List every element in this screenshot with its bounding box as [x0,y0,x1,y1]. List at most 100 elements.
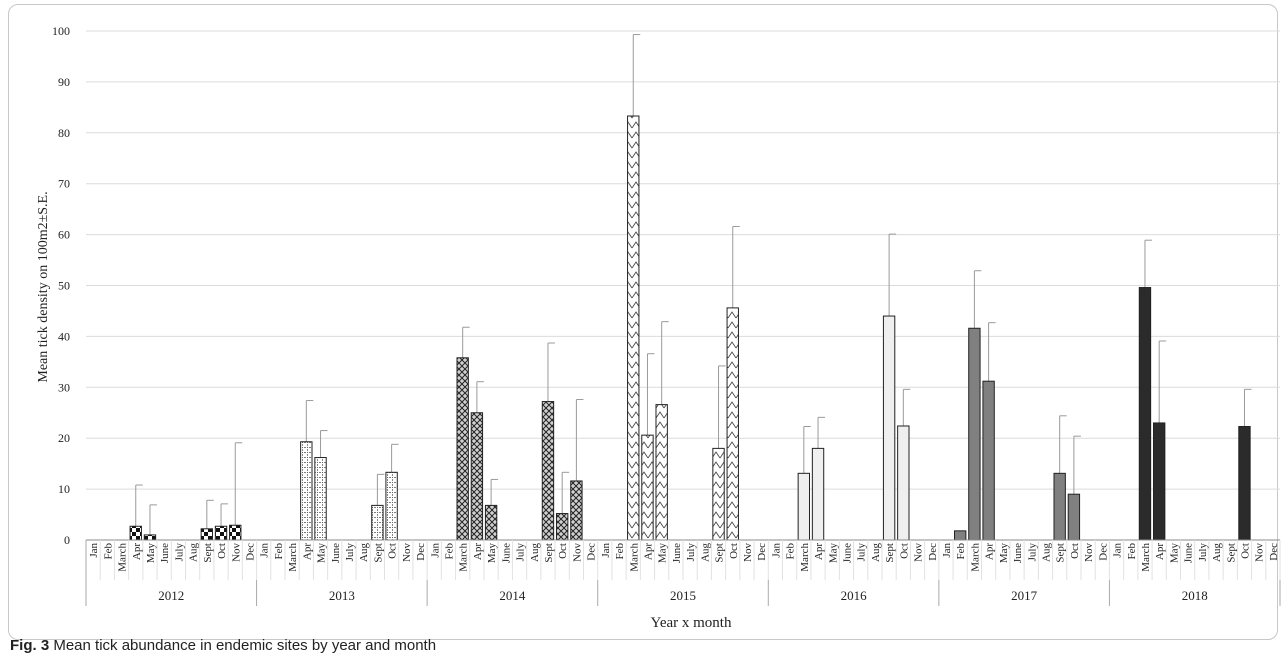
bar-2016-Apr [811,447,825,541]
month-label-2018-June: June [1183,543,1195,563]
bar-2012-May [143,534,157,541]
month-label-2013-Dec: Dec [415,543,427,561]
month-label-2016-June: June [841,543,853,563]
y-tick-label-70: 70 [58,177,70,191]
month-label-2014-Nov: Nov [571,543,583,562]
bar-2018-Oct [1238,425,1251,541]
month-label-2018-Jan: Jan [1112,543,1124,558]
figure-caption-label: Fig. 3 [10,637,50,654]
month-label-2017-May: May [998,543,1010,564]
month-label-2015-July: July [685,543,697,562]
month-label-2018-Nov: Nov [1254,543,1266,562]
year-label-2016: 2016 [841,588,868,603]
month-label-2013-July: July [344,543,356,562]
month-label-2015-Feb: Feb [614,543,626,560]
month-label-2017-June: June [1012,543,1024,563]
month-label-2012-Apr: Apr [131,543,143,560]
month-label-2012-Nov: Nov [230,543,242,562]
year-label-2012: 2012 [158,588,184,603]
month-label-2017-Apr: Apr [984,543,996,560]
year-label-2018: 2018 [1182,588,1208,603]
month-label-2013-March: March [287,543,299,572]
y-tick-label-50: 50 [58,279,70,293]
month-label-2018-Feb: Feb [1126,543,1138,560]
y-tick-label-80: 80 [58,126,70,140]
month-label-2018-July: July [1197,543,1209,562]
bar-2012-Sept [200,528,214,541]
month-label-2013-Nov: Nov [401,543,413,562]
month-label-2016-May: May [827,543,839,564]
month-label-2012-Feb: Feb [102,543,114,560]
month-label-2016-Apr: Apr [813,543,825,560]
month-label-2016-Sept: Sept [884,543,896,563]
figure-caption-text: Mean tick abundance in endemic sites by … [53,637,437,654]
month-label-2015-Aug: Aug [699,543,711,562]
bar-2017-Sept [1053,472,1066,541]
month-label-2018-May: May [1168,543,1180,564]
y-axis-label: Mean tick density on 100m2±S.E. [36,191,51,382]
month-label-2014-Feb: Feb [443,543,455,560]
month-label-2014-July: July [515,543,527,562]
bar-2012-Nov [229,524,242,541]
month-label-2014-Dec: Dec [586,543,598,561]
month-label-2018-March: March [1140,543,1152,572]
y-tick-label-10: 10 [58,482,70,496]
bar-2012-Oct [214,525,228,541]
bar-2017-March [968,327,981,541]
month-label-2015-Dec: Dec [756,543,768,561]
bar-2014-Oct [555,513,569,541]
month-label-2016-Feb: Feb [785,543,797,560]
bar-2014-Sept [541,401,555,541]
month-label-2015-Jan: Jan [600,543,612,558]
month-label-2012-Aug: Aug [188,543,200,562]
y-tick-label-0: 0 [64,533,70,547]
month-label-2014-Sept: Sept [543,543,555,563]
month-label-2018-Aug: Aug [1211,543,1223,562]
bar-2015-March [627,115,640,541]
month-label-2017-Nov: Nov [1083,543,1095,562]
month-label-2016-Nov: Nov [913,543,925,562]
month-label-2016-Aug: Aug [870,543,882,562]
bar-2017-Oct [1067,493,1081,541]
month-label-2013-Aug: Aug [358,543,370,562]
y-tick-label-100: 100 [52,24,70,38]
bar-2015-Apr [641,434,654,541]
bar-2016-March [797,472,811,541]
bar-2014-March [456,357,469,541]
month-label-2012-July: July [173,543,185,562]
month-label-2015-May: May [657,543,669,564]
month-label-2015-Apr: Apr [642,543,654,560]
year-label-2013: 2013 [329,588,355,603]
x-axis-label: Year x month [651,615,732,631]
month-label-2014-Aug: Aug [529,543,541,562]
month-label-2017-Dec: Dec [1097,543,1109,561]
y-tick-label-20: 20 [58,431,70,445]
bar-2013-Apr [300,441,313,541]
bar-2018-Apr [1152,422,1166,541]
month-label-2012-Jan: Jan [88,543,100,558]
month-label-2014-June: June [500,543,512,563]
y-tick-label-60: 60 [58,228,70,242]
month-label-2013-May: May [316,543,328,564]
bar-2013-Oct [385,471,398,541]
bar-2016-Oct [897,425,910,541]
month-label-2015-Oct: Oct [728,543,740,559]
bar-2014-Apr [470,412,484,541]
month-label-2014-May: May [486,543,498,564]
month-label-2017-March: March [969,543,981,572]
bar-2012-Apr [129,525,142,541]
year-label-2014: 2014 [499,588,526,603]
month-label-2016-March: March [799,543,811,572]
month-label-2014-Jan: Jan [429,543,441,558]
month-label-2014-Apr: Apr [472,543,484,560]
month-label-2018-Apr: Apr [1154,543,1166,560]
month-label-2012-March: March [117,543,129,572]
month-label-2015-June: June [671,543,683,563]
month-label-2015-March: March [628,543,640,572]
month-label-2013-Feb: Feb [273,543,285,560]
month-label-2017-Oct: Oct [1069,543,1081,559]
bar-2017-Feb [953,530,967,541]
month-label-2012-Dec: Dec [244,543,256,561]
bar-2013-May [314,457,327,541]
month-label-2012-May: May [145,543,157,564]
